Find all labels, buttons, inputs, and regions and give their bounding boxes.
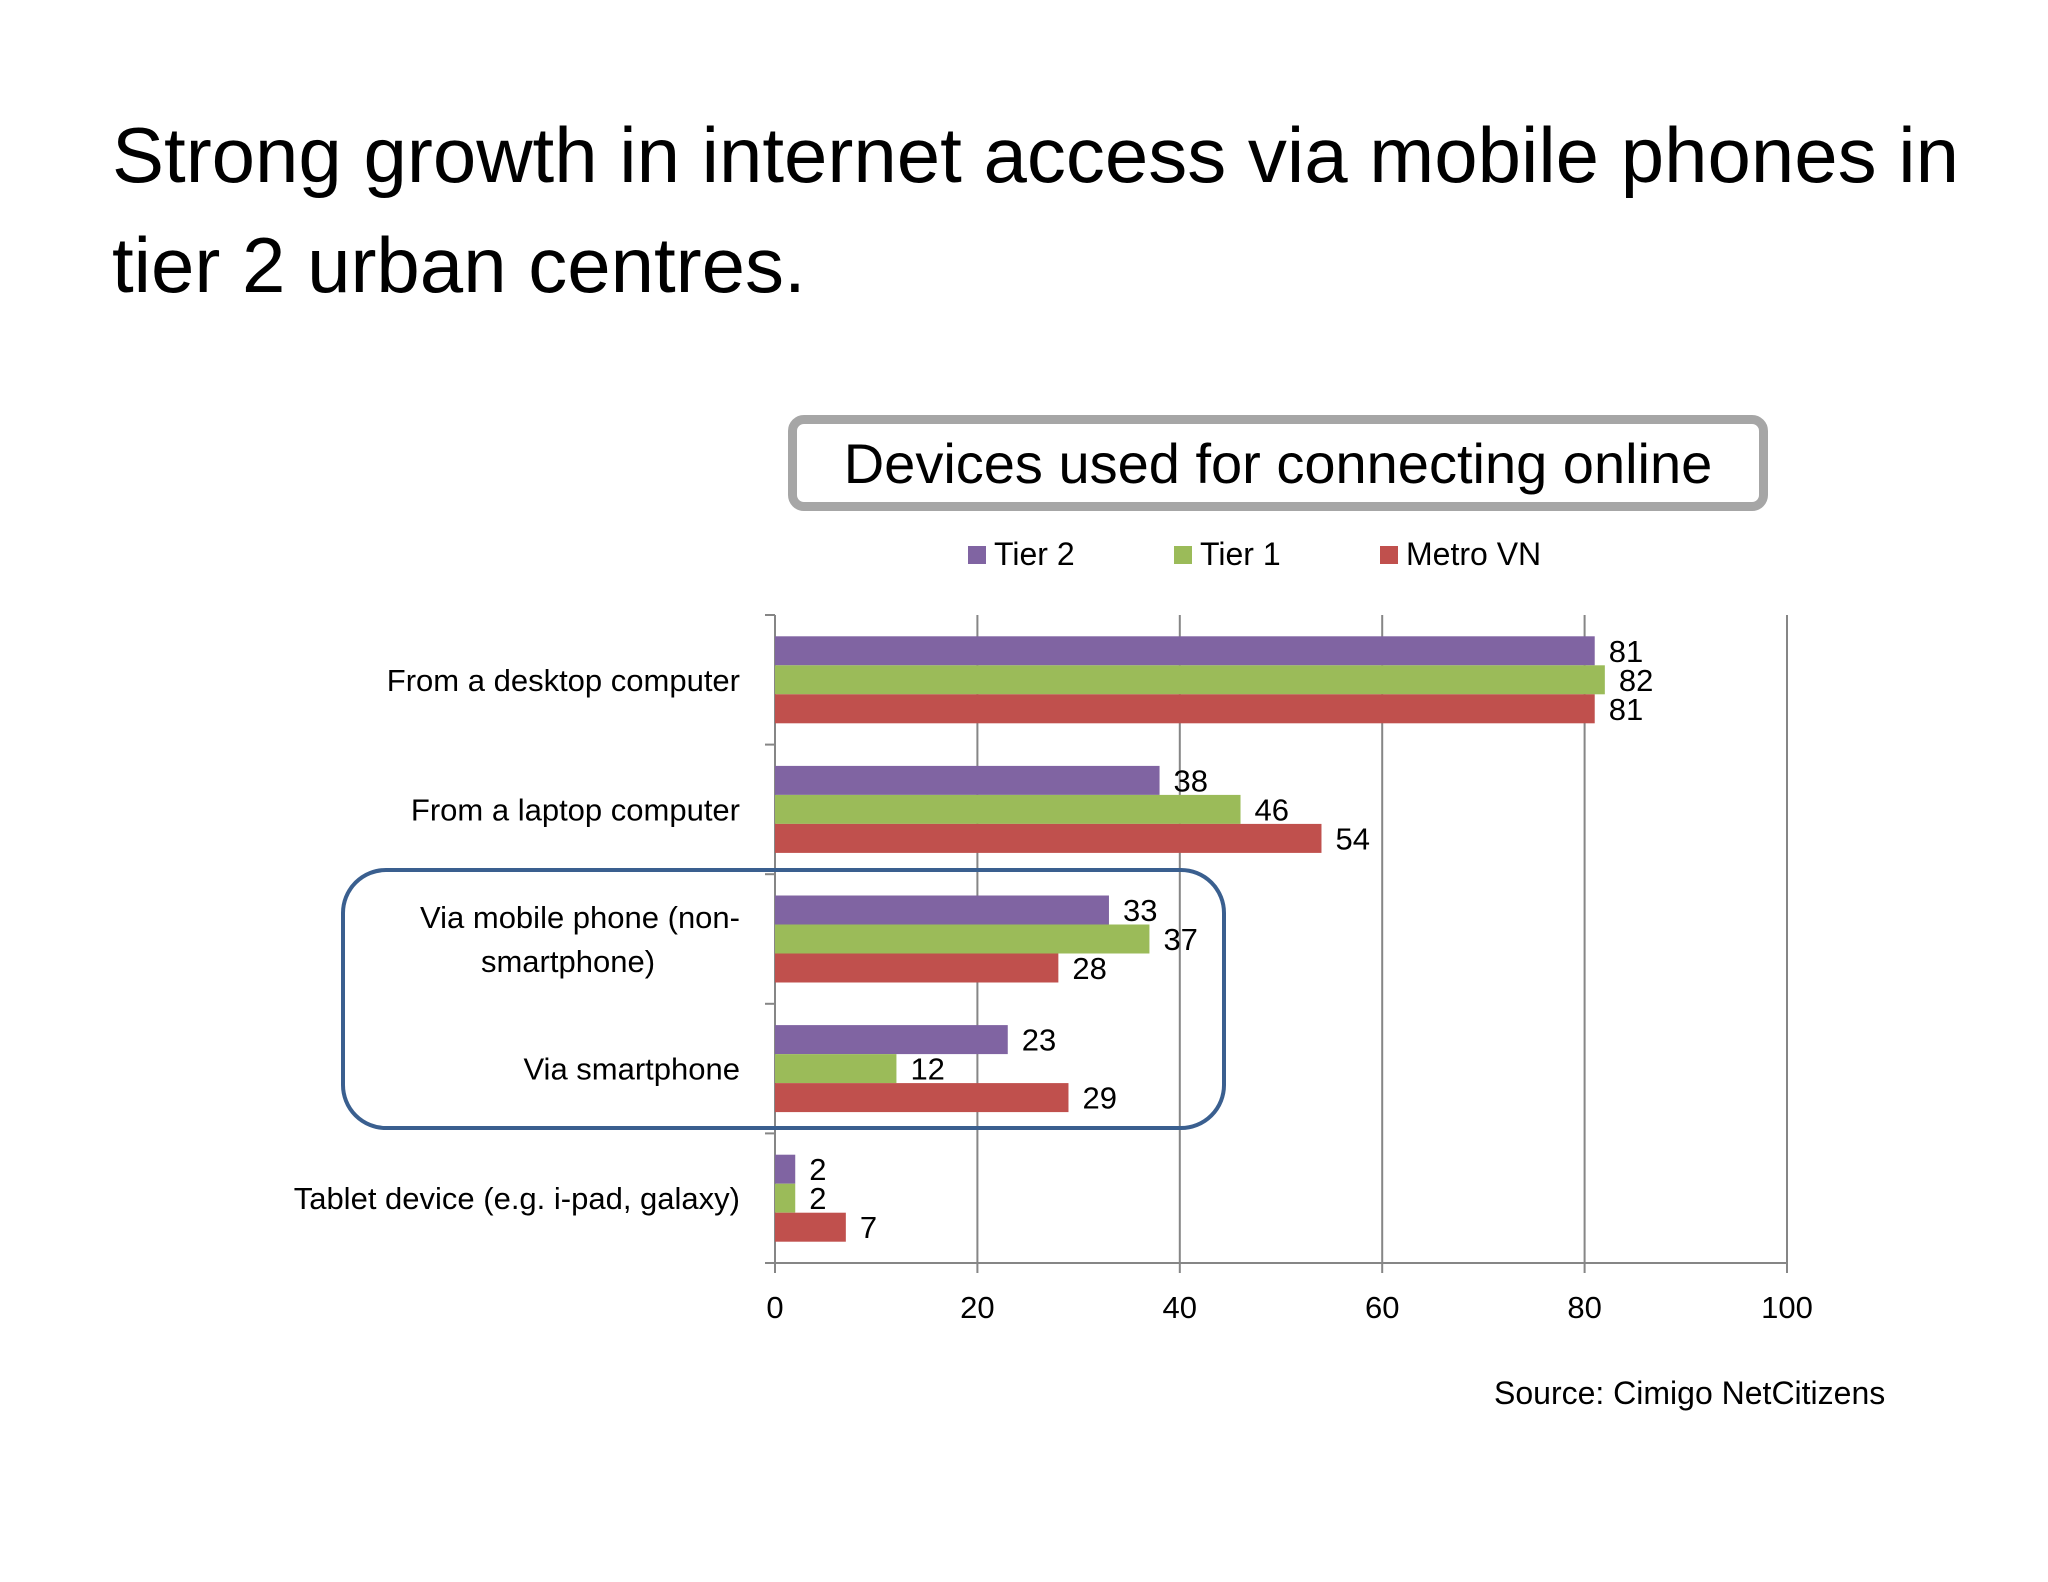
legend-label-tier-1: Tier 1 [1200, 536, 1281, 572]
chart-title: Devices used for connecting online [843, 431, 1713, 495]
data-label: 81 [1609, 692, 1643, 727]
legend-label-metro-vn: Metro VN [1406, 536, 1542, 572]
data-label: 54 [1335, 821, 1369, 856]
data-label: 81 [1609, 634, 1643, 669]
category-label: From a laptop computer [411, 792, 740, 827]
bar-tier-1 [775, 794, 1241, 824]
data-label: 82 [1619, 663, 1653, 698]
legend-item-tier-2: Tier 2 [968, 536, 1075, 573]
data-label: 29 [1082, 1081, 1116, 1116]
x-tick-label: 80 [1567, 1290, 1601, 1325]
category-label: smartphone) [481, 944, 655, 979]
category-label: Via mobile phone (non- [420, 900, 740, 935]
category-label: Via smartphone [523, 1052, 740, 1087]
bar-metro-vn [775, 953, 1059, 983]
bar-metro-vn [775, 694, 1595, 724]
x-tick-label: 0 [766, 1290, 783, 1325]
data-label: 2 [809, 1152, 826, 1187]
mobile-highlight-frame [341, 868, 1226, 1130]
chart-title-frame: Devices used for connecting online [788, 415, 1768, 511]
data-label: 28 [1072, 951, 1106, 986]
category-label: Tablet device (e.g. i-pad, galaxy) [294, 1181, 740, 1216]
x-tick-label: 100 [1761, 1290, 1813, 1325]
legend-swatch-metro-vn [1380, 545, 1398, 564]
legend-item-metro-vn: Metro VN [1380, 536, 1541, 573]
data-label: 23 [1022, 1023, 1056, 1058]
slide-title: Strong growth in internet access via mob… [112, 111, 1960, 309]
bar-tier-2 [775, 1025, 1008, 1055]
category-label: From a desktop computer [387, 663, 740, 698]
bar-metro-vn [775, 1212, 846, 1242]
data-label: 2 [809, 1181, 826, 1216]
data-label: 7 [860, 1210, 877, 1245]
data-label: 46 [1255, 792, 1289, 827]
bar-tier-1 [775, 1054, 897, 1084]
bar-tier-1 [775, 1183, 796, 1213]
x-tick-label: 60 [1365, 1290, 1399, 1325]
x-tick-label: 20 [960, 1290, 994, 1325]
data-label: 33 [1123, 893, 1157, 928]
bar-tier-2 [775, 636, 1595, 666]
bar-metro-vn [775, 823, 1322, 853]
bar-tier-1 [775, 665, 1605, 695]
bar-metro-vn [775, 1083, 1069, 1113]
bar-tier-2 [775, 765, 1160, 795]
legend-label-tier-2: Tier 2 [994, 536, 1075, 572]
bar-tier-2 [775, 895, 1109, 925]
legend-swatch-tier-2 [968, 545, 986, 564]
data-label: 12 [910, 1052, 944, 1087]
legend-swatch-tier-1 [1174, 545, 1192, 564]
x-tick-label: 40 [1163, 1290, 1197, 1325]
bar-tier-1 [775, 924, 1150, 954]
data-label: 38 [1174, 763, 1208, 798]
legend-item-tier-1: Tier 1 [1174, 536, 1281, 573]
source-note: Source: Cimigo NetCitizens [1494, 1375, 1886, 1411]
data-label: 37 [1163, 922, 1197, 957]
bar-tier-2 [775, 1154, 796, 1184]
